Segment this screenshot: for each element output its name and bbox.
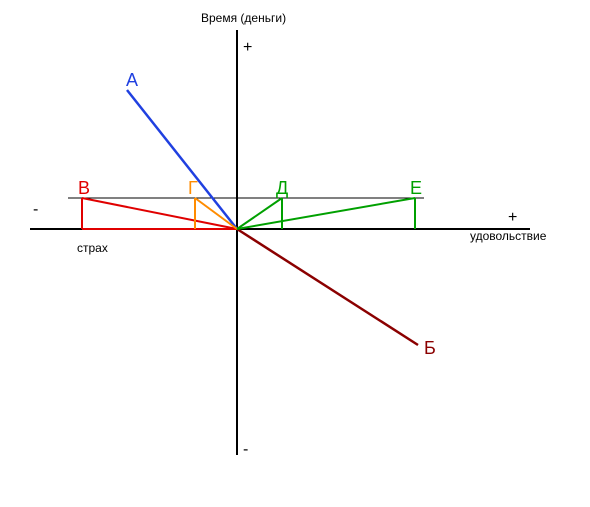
vector-b — [237, 229, 418, 345]
label-d: Д — [276, 178, 288, 198]
plus-top: + — [243, 39, 252, 56]
vector-diagram: Время (деньги) страх удовольствие + + - - А Б В Г Д… — [0, 0, 590, 507]
minus-left: - — [33, 201, 38, 218]
minus-bottom: - — [243, 441, 248, 458]
x-axis-label-right: удовольствие — [470, 229, 547, 243]
label-b: Б — [424, 338, 436, 358]
vector-a — [127, 90, 237, 229]
label-v: В — [78, 178, 90, 198]
label-g: Г — [188, 178, 198, 198]
chart-svg: Время (деньги) страх удовольствие + + - - А Б В Г Д… — [0, 0, 590, 507]
plus-right: + — [508, 209, 517, 226]
vector-e-seg-0 — [237, 198, 415, 229]
vector-v-seg-0 — [82, 198, 237, 229]
y-axis-label-top: Время (деньги) — [201, 11, 286, 25]
label-a: А — [126, 70, 138, 90]
label-e: Е — [410, 178, 422, 198]
x-axis-label-left: страх — [77, 241, 108, 255]
